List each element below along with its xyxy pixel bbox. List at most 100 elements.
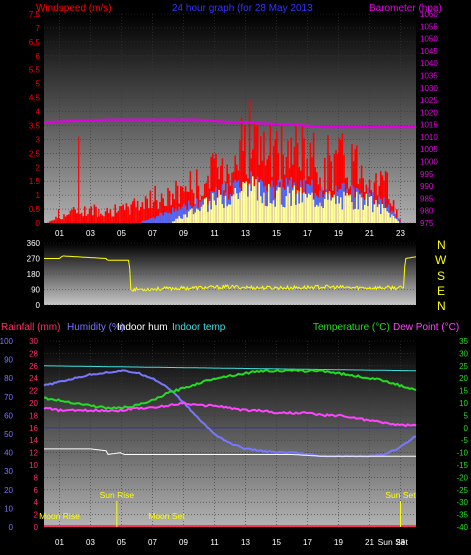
gust-bar bbox=[184, 186, 187, 223]
humidity-ytick-label: 0 bbox=[9, 523, 14, 532]
wind-light-bar bbox=[311, 192, 313, 223]
baro-ytick-label: 1060 bbox=[420, 10, 438, 19]
wind-light-bar bbox=[269, 203, 272, 223]
wind-avg-bar bbox=[352, 187, 355, 223]
wind-avg-bar bbox=[280, 179, 283, 223]
wind-light-bar bbox=[276, 190, 278, 223]
gust-bar bbox=[399, 219, 401, 223]
gust-bar bbox=[301, 125, 304, 223]
gust-bar bbox=[143, 209, 145, 223]
wind-light-bar bbox=[229, 204, 232, 223]
gust-bar bbox=[96, 216, 99, 223]
baro-ytick-label: 975 bbox=[420, 219, 434, 228]
gust-bar bbox=[122, 204, 124, 223]
wind-avg-bar bbox=[221, 184, 224, 223]
wind-light-bar bbox=[277, 187, 280, 223]
wind-light-bar bbox=[189, 209, 192, 223]
gust-bar bbox=[175, 180, 177, 223]
temp-ytick-label: 15 bbox=[459, 387, 468, 396]
wind-avg-bar bbox=[256, 176, 259, 223]
gust-bar bbox=[186, 191, 188, 223]
gust-bar bbox=[255, 125, 257, 223]
gust-spike bbox=[98, 209, 100, 223]
wind-light-bar bbox=[226, 206, 228, 223]
gust-bar bbox=[266, 159, 268, 223]
wind-light-bar bbox=[204, 198, 206, 223]
gust-bar bbox=[119, 206, 121, 223]
wind-light-bar bbox=[232, 194, 235, 223]
gust-bar bbox=[180, 186, 182, 223]
gust-bar bbox=[167, 187, 169, 223]
barometer-axis-label: Barometer (hpa) bbox=[369, 3, 442, 14]
wind-ytick-label: 5.5 bbox=[29, 66, 41, 75]
gust-bar bbox=[152, 201, 155, 223]
wind-light-bar bbox=[178, 216, 180, 223]
wind-light-bar bbox=[303, 192, 305, 223]
wind-light-bar bbox=[263, 192, 265, 223]
gust-bar bbox=[80, 212, 83, 223]
gust-bar bbox=[87, 214, 89, 223]
temp-xtick-label: 17 bbox=[303, 538, 312, 547]
wind-light-bar bbox=[202, 204, 204, 223]
temp-ytick-label: -5 bbox=[461, 436, 469, 445]
gust-bar bbox=[312, 132, 315, 223]
wind-light-bar bbox=[188, 211, 190, 223]
wind-light-bar bbox=[373, 204, 376, 223]
temp-ytick-label: -25 bbox=[456, 486, 468, 495]
gust-bar bbox=[216, 167, 219, 223]
temp-ytick-label: 0 bbox=[464, 424, 469, 433]
rain-ytick-label: 6 bbox=[34, 486, 39, 495]
wind-light-bar bbox=[322, 208, 324, 223]
gust-bar bbox=[173, 199, 176, 223]
gust-bar bbox=[392, 200, 395, 223]
humidity-ytick-label: 50 bbox=[4, 430, 13, 439]
gust-bar bbox=[373, 182, 376, 223]
wind-light-bar bbox=[351, 202, 353, 223]
gust-bar bbox=[68, 214, 70, 223]
temp-xtick-label: 21 bbox=[365, 538, 374, 547]
wind-light-bar bbox=[199, 211, 201, 223]
wind-avg-bar bbox=[183, 203, 185, 223]
wind-light-bar bbox=[304, 193, 307, 223]
wind-light-bar bbox=[386, 211, 388, 223]
gust-bar bbox=[108, 213, 110, 223]
temp-ytick-label: 25 bbox=[459, 362, 468, 371]
wind-light-bar bbox=[205, 197, 208, 223]
wind-ytick-label: 6 bbox=[36, 52, 41, 61]
wind-xtick-label: 05 bbox=[117, 229, 126, 238]
wind-light-bar bbox=[381, 204, 384, 223]
wind-avg-bar bbox=[176, 211, 179, 223]
gust-bar bbox=[253, 122, 256, 223]
compass-s: S bbox=[437, 269, 445, 283]
temp-ytick-label: -30 bbox=[456, 498, 468, 507]
gust-bar bbox=[287, 140, 289, 223]
wind-light-bar bbox=[298, 203, 300, 223]
gust-bar bbox=[55, 216, 57, 223]
wind-light-bar bbox=[362, 209, 364, 223]
wind-light-bar bbox=[330, 200, 332, 223]
wind-ytick-label: 4 bbox=[36, 108, 41, 117]
temp-ytick-label: 5 bbox=[464, 411, 469, 420]
gust-bar bbox=[381, 175, 384, 223]
gust-bar bbox=[133, 198, 136, 223]
wind-light-bar bbox=[192, 214, 195, 223]
temperature-axis-label: Temperature (°C) bbox=[313, 322, 390, 333]
wind-avg-bar bbox=[141, 220, 144, 223]
temperature-line bbox=[43, 368, 417, 410]
temp-ytick-label: -40 bbox=[456, 523, 468, 532]
wind-light-bar bbox=[325, 191, 328, 223]
wind-light-bar bbox=[272, 200, 275, 223]
wind-light-bar bbox=[253, 186, 256, 223]
gust-bar bbox=[84, 206, 86, 223]
temp-ytick-label: -20 bbox=[456, 473, 468, 482]
gust-bar bbox=[263, 131, 265, 223]
wind-light-bar bbox=[248, 183, 251, 223]
wind-light-bar bbox=[336, 196, 339, 223]
temp-xtick-label: 03 bbox=[86, 538, 95, 547]
direction-ytick-label: 270 bbox=[27, 255, 41, 264]
wind-avg-bar bbox=[271, 180, 273, 223]
gust-bar bbox=[95, 206, 97, 223]
wind-xtick-label: 17 bbox=[303, 229, 312, 238]
temp-xtick-label: 05 bbox=[117, 538, 126, 547]
